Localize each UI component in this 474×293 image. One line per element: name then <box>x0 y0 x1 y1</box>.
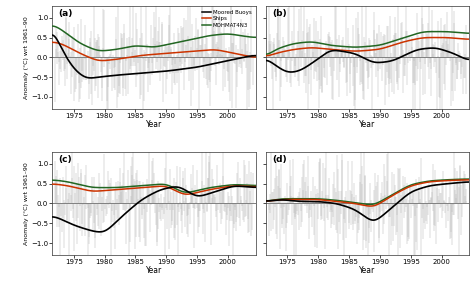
X-axis label: Year: Year <box>359 266 376 275</box>
X-axis label: Year: Year <box>359 120 376 129</box>
X-axis label: Year: Year <box>146 120 162 129</box>
Legend: Moored Buoys, Ships, MOHMAT4N3: Moored Buoys, Ships, MOHMAT4N3 <box>201 8 253 29</box>
Text: (a): (a) <box>58 9 73 18</box>
Y-axis label: Anomaly (°C) wrt 1961–90: Anomaly (°C) wrt 1961–90 <box>25 162 29 245</box>
Text: (d): (d) <box>272 155 286 164</box>
Text: (b): (b) <box>272 9 286 18</box>
Text: (c): (c) <box>58 155 72 164</box>
X-axis label: Year: Year <box>146 266 162 275</box>
Y-axis label: Anomaly (°C) wrt 1961–90: Anomaly (°C) wrt 1961–90 <box>25 16 29 99</box>
